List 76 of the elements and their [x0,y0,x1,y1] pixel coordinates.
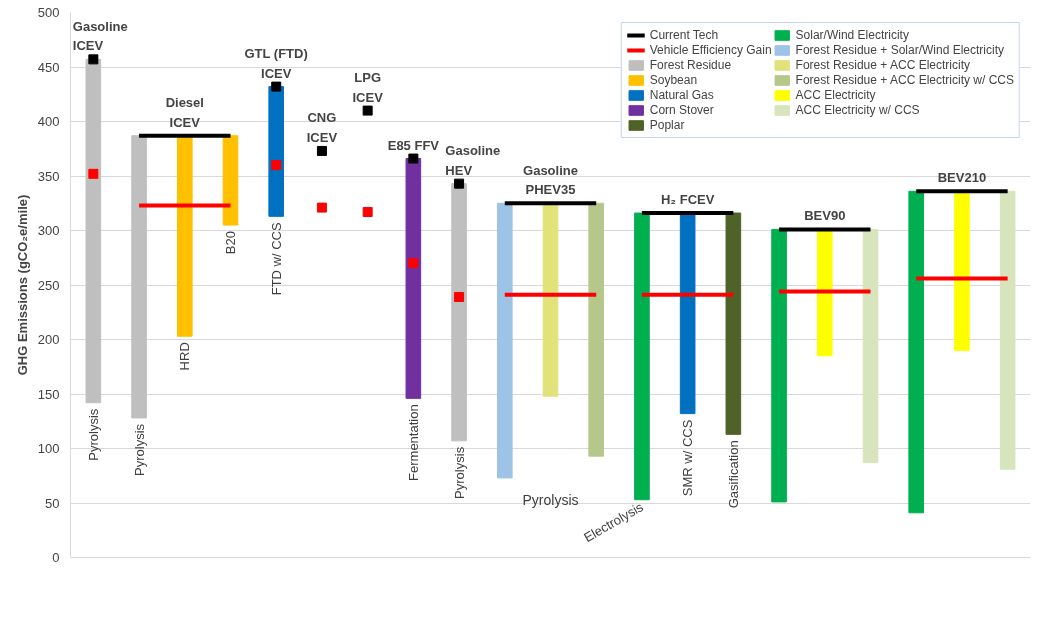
annotation: Gasoline PHEV35 [523,162,578,198]
y-tick-label: 0 [52,550,60,565]
legend-label: Current Tech [649,28,719,42]
bar [634,212,650,501]
annotation: BEV90 [804,208,846,224]
point [88,168,99,179]
y-tick-label: 200 [37,332,60,347]
x-tick-label: Pyrolysis [85,408,101,461]
bar [405,158,422,399]
legend-label: Poplar [649,118,685,132]
y-tick-label: 400 [37,114,60,129]
y-tick-label: 350 [37,168,60,184]
y-tick-label: 50 [45,495,60,511]
bar [771,228,787,503]
legend-label: Forest Residue + Solar/Wind Electricity [795,43,1004,57]
point [408,258,419,269]
bar [268,86,285,217]
bar [176,135,193,337]
x-tick-label: Pyrolysis [131,423,147,476]
y-tick-label: 500 [37,5,60,20]
bar [542,202,559,397]
point [316,202,327,213]
bar [999,190,1016,470]
legend-label: Forest Residue [649,58,732,72]
x-tick-label: HRD [177,342,193,371]
y-tick-label: 300 [37,223,60,238]
annotation: Gasoline ICEV [72,18,128,54]
bar [222,135,239,226]
y-tick-label: 150 [37,386,60,402]
bar [496,202,513,479]
bar [85,58,102,404]
legend-label: Soybean [649,73,698,87]
point [362,105,373,116]
legend-label: Corn Stover [649,103,714,117]
legend-label: Forest Residue + ACC Electricity [795,58,970,72]
point [408,153,419,164]
annotation: GTL (FTD) ICEV [244,46,308,81]
bar [862,228,879,464]
legend-label: ACC Electricity [795,88,876,102]
annotation: E85 FFV [387,137,440,153]
y-tick-label: 450 [37,59,60,75]
point [271,81,282,92]
bar [131,135,147,419]
annotation: BEV210 [937,170,987,186]
legend-label: Vehicle Efficiency Gain [649,43,772,57]
bar [679,212,696,415]
annotation: LPG ICEV [352,70,384,105]
y-tick-label: 100 [37,441,60,456]
legend-label: ACC Electricity w/ CCS [795,103,920,117]
bar [451,183,467,442]
annotation: H₂ FCEV [660,192,715,208]
bar [816,228,833,357]
legend-label: Solar/Wind Electricity [795,28,909,42]
y-axis-title: GHG Emissions (gCO₂e/mile) [14,194,30,376]
bar [908,190,925,514]
bar [725,212,742,435]
point [454,291,465,302]
legend-label: Natural Gas [649,88,714,102]
point [316,145,327,156]
bar [954,190,970,351]
x-tick-label: FTD w/ CCS [268,222,284,296]
x-tick-label: B20 [223,231,238,255]
annotation: Gasoline HEV [445,143,501,178]
x-tick-label: Pyrolysis [451,446,467,499]
annotation: Diesel ICEV [165,95,204,130]
bar [588,202,605,457]
point [362,206,373,217]
point [271,160,282,171]
point [88,54,99,65]
annotation: CNG ICEV [306,110,338,145]
point [454,178,465,189]
legend-label: Forest Residue + ACC Electricity w/ CCS [795,73,1014,87]
y-tick-label: 250 [37,277,60,293]
x-tick-label: SMR w/ CCS [680,419,696,497]
x-tick-label: Gasification [725,440,741,509]
x-tick-label: Fermentation [405,404,421,481]
